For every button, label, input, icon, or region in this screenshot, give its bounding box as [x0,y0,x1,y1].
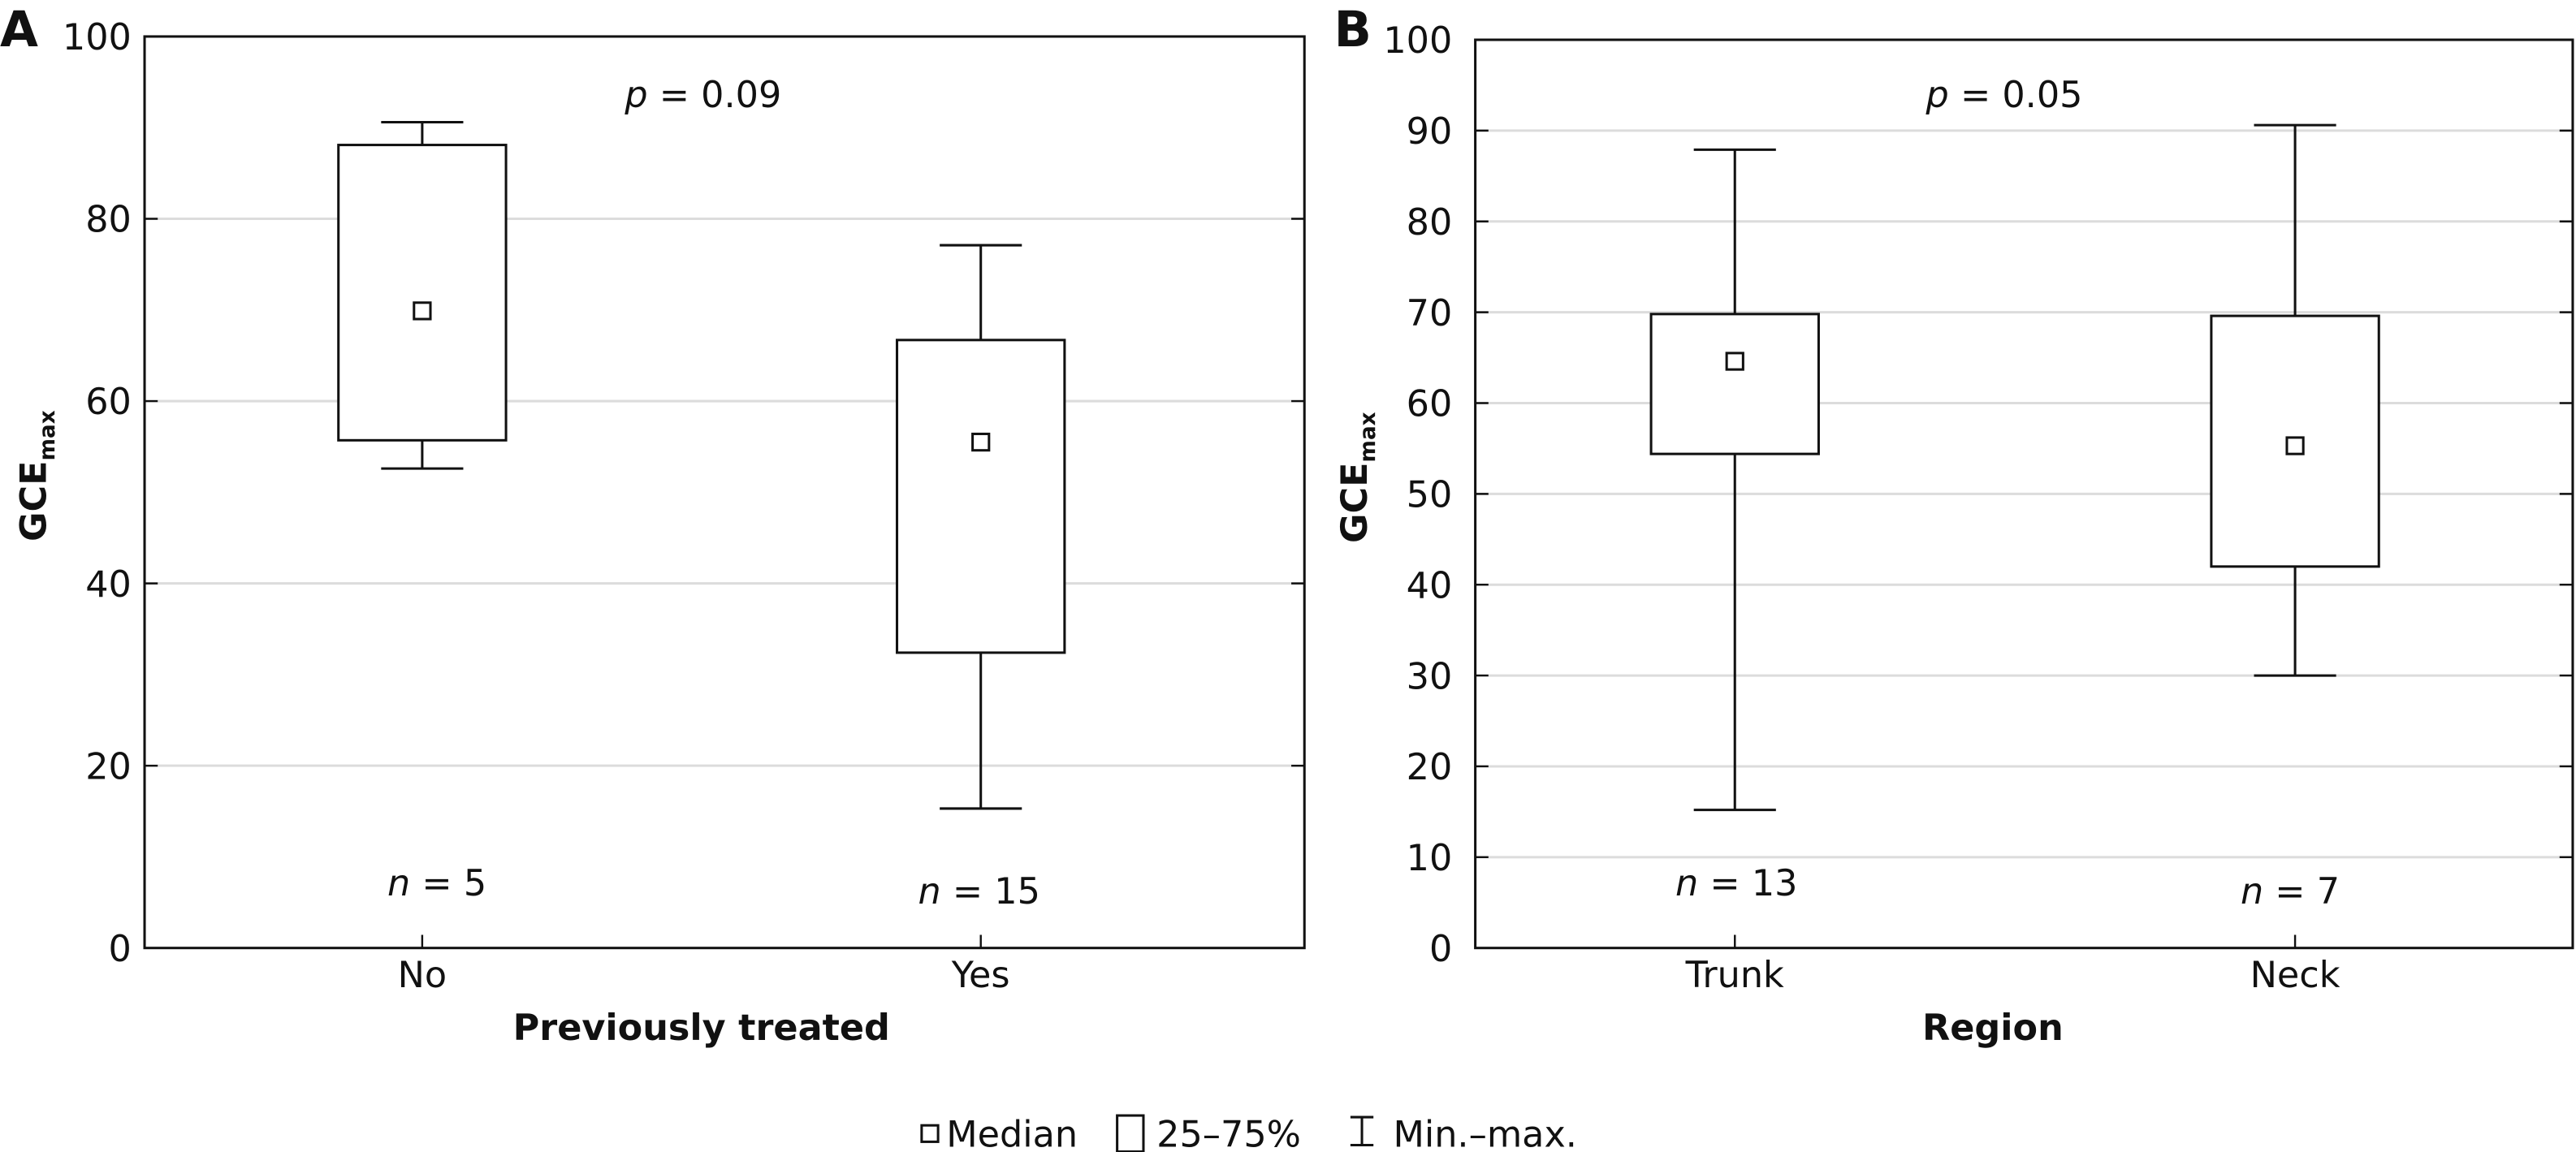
panel-label: A [0,2,38,58]
legend-whisker-label: Min.–max. [1393,1114,1576,1152]
iqr-box [896,339,1066,654]
y-axis-label-main: GCE [1334,462,1376,543]
legend-median-icon [920,1124,940,1143]
y-tick-label: 80 [1407,202,1453,244]
x-tick-label: Neck [2250,955,2340,996]
median-marker [971,432,991,452]
y-tick-label: 40 [85,564,132,606]
n-italic: n [387,863,410,904]
n-label: n = 15 [918,871,1039,913]
y-tick-label: 70 [1407,293,1453,334]
panel-a: 0 20 40 60 80 100 A GCEmax Previously treated p =… [0,2,1306,1049]
y-tick-label: 0 [109,929,132,970]
box-trunk: Trunk n = 13 [1649,148,1820,996]
n-italic: n [1675,863,1698,904]
iqr-box [337,144,508,442]
n-value: = 7 [2263,871,2340,913]
y-tick-label: 60 [1407,384,1453,425]
x-tick-label: Trunk [1685,955,1784,996]
x-axis-label: Region [1922,1007,2064,1049]
y-tick-label: 0 [1429,929,1452,970]
p-value-annotation: p = 0.09 [624,75,781,116]
n-value: = 13 [1698,863,1797,904]
y-tick-label: 50 [1407,475,1453,516]
y-tick-label: 10 [1407,838,1453,879]
panel-b: 0 10 20 30 40 50 60 70 80 90 100 B GCEmax Region p = 0… [1334,2,2574,1049]
median-marker [413,301,432,321]
box-yes: Yes n = 15 [896,244,1066,996]
n-italic: n [2241,871,2263,913]
y-tick-label: 80 [85,200,132,241]
p-italic: p [624,75,647,116]
legend-whisker-icon [1350,1115,1374,1146]
legend-box-icon [1116,1114,1145,1152]
legend: Median 25–75% Min.–max. [920,1114,1577,1152]
p-italic: p [1926,75,1949,116]
y-axis-label-main: GCE [14,460,55,541]
x-tick-label: Yes [951,955,1010,996]
y-axis-label-sub: max [1356,412,1381,462]
p-value: = 0.05 [1949,75,2083,116]
n-label: n = 13 [1675,863,1797,904]
y-tick-label: 40 [1407,565,1453,606]
y-axis-label: GCEmax [1334,412,1381,543]
y-tick-label: 20 [85,746,132,787]
y-tick-label: 30 [1407,656,1453,697]
box-neck: Neck n = 7 [2210,123,2380,996]
median-marker [1725,352,1744,371]
y-tick-label: 90 [1407,111,1453,153]
p-value-annotation: p = 0.05 [1926,75,2083,116]
x-tick-label: No [398,955,447,996]
n-value: = 15 [941,871,1040,913]
x-axis-label: Previously treated [513,1007,890,1049]
n-label: n = 7 [2241,871,2340,913]
n-italic: n [918,871,940,913]
y-axis-label: GCEmax [14,410,60,541]
y-axis-label-sub: max [36,410,60,460]
box-no: No n = 5 [337,120,508,996]
legend-box-label: 25–75% [1156,1114,1301,1152]
panel-label: B [1334,2,1372,58]
y-tick-label: 100 [63,17,132,58]
n-value: = 5 [410,863,486,904]
plot-frame [143,35,1306,950]
n-label: n = 5 [387,863,486,904]
iqr-box [1649,313,1820,455]
plot-frame [1474,38,2574,950]
y-tick-label: 60 [85,382,132,423]
p-value: = 0.09 [648,75,782,116]
y-tick-label: 100 [1383,20,1452,62]
y-tick-label: 20 [1407,747,1453,788]
median-marker [2285,436,2305,455]
legend-median-label: Median [946,1114,1078,1152]
